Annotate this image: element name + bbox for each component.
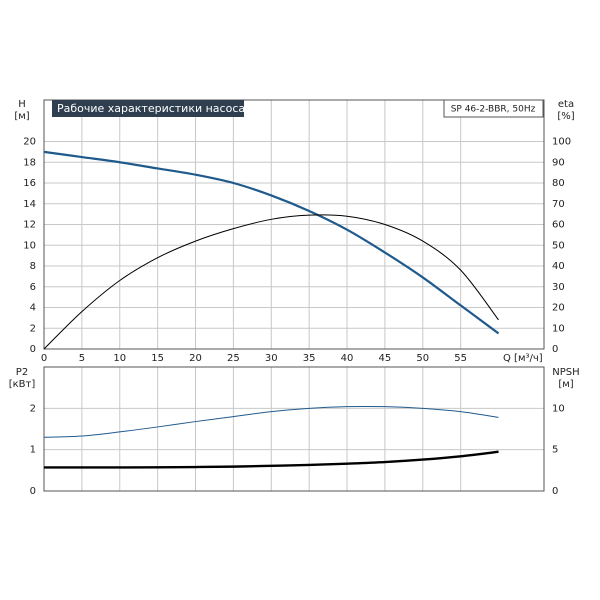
- series-line: [43, 150, 500, 335]
- series-line: [43, 450, 499, 469]
- y2-unit: [м]: [558, 379, 573, 390]
- x-tick-label: 25: [227, 353, 240, 364]
- subtitle-box: [443, 99, 544, 118]
- y-tick-label: 2: [30, 403, 36, 414]
- series-line: [43, 214, 499, 350]
- y-tick-label: 0: [30, 344, 36, 355]
- y2-tick-label: 80: [552, 178, 565, 189]
- y-tick-label: 6: [30, 282, 36, 293]
- y2-tick-label: 20: [552, 303, 565, 314]
- x-tick-label: 20: [189, 353, 202, 364]
- y2-tick-label: 50: [552, 240, 565, 251]
- y2-tick-label: 30: [552, 282, 565, 293]
- y-tick-label: 1: [30, 445, 36, 456]
- y2-tick-label: 90: [552, 157, 565, 168]
- plot-frame: [43, 99, 545, 350]
- y-label: H: [18, 99, 26, 110]
- x-tick-label: 10: [113, 353, 126, 364]
- y2-tick-label: 5: [552, 445, 558, 456]
- y-tick-label: 16: [23, 178, 36, 189]
- y2-tick-label: 0: [552, 344, 558, 355]
- y-tick-label: 4: [30, 303, 36, 314]
- y-tick-label: 2: [30, 323, 36, 334]
- y-tick-label: 0: [30, 486, 36, 497]
- x-label: Q [м³/ч]: [503, 353, 543, 364]
- y-tick-label: 12: [23, 220, 36, 231]
- x-tick-label: 40: [341, 353, 354, 364]
- y2-tick-label: 0: [552, 486, 558, 497]
- y2-label: eta: [558, 99, 574, 110]
- y-unit: [м]: [14, 111, 29, 122]
- y-tick-label: 10: [23, 240, 36, 251]
- x-tick-label: 50: [416, 353, 429, 364]
- y-tick-label: 8: [30, 261, 36, 272]
- y2-tick-label: 40: [552, 261, 565, 272]
- y-tick-label: 14: [23, 199, 36, 210]
- x-tick-label: 0: [41, 353, 47, 364]
- y2-unit: [%]: [557, 111, 574, 122]
- title-box: [52, 100, 244, 117]
- series-line: [43, 405, 499, 438]
- y-label: P2: [16, 367, 28, 378]
- y2-tick-label: 60: [552, 220, 565, 231]
- y2-tick-label: 70: [552, 199, 565, 210]
- y-tick-label: 18: [23, 157, 36, 168]
- y2-tick-label: 100: [552, 137, 571, 148]
- x-tick-label: 55: [454, 353, 467, 364]
- y-unit: [кВт]: [9, 379, 36, 390]
- plot-frame: [43, 366, 545, 492]
- x-tick-label: 35: [303, 353, 316, 364]
- chart-title: Рабочие характеристики насоса: [57, 102, 245, 115]
- y2-tick-label: 10: [552, 323, 565, 334]
- y-tick-label: 20: [23, 137, 36, 148]
- x-tick-label: 15: [151, 353, 164, 364]
- x-tick-label: 5: [79, 353, 85, 364]
- chart-subtitle: SP 46-2-BBR, 50Hz: [451, 105, 536, 115]
- x-tick-label: 30: [265, 353, 278, 364]
- y2-tick-label: 10: [552, 403, 565, 414]
- x-tick-label: 45: [379, 353, 392, 364]
- y2-label: NPSH: [552, 367, 579, 378]
